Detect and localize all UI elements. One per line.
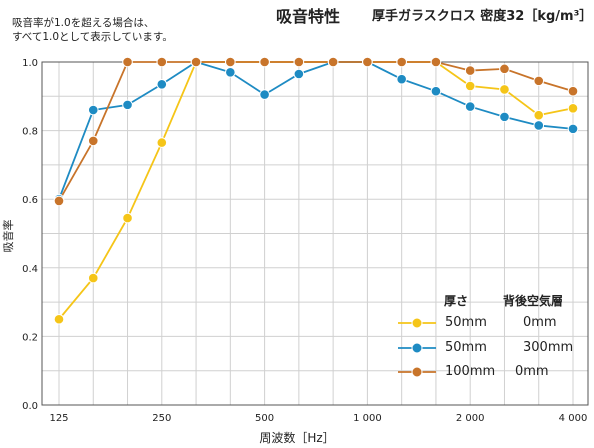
data-point-series-1 bbox=[53, 313, 65, 325]
data-point-series-3 bbox=[225, 56, 236, 68]
legend-air-layer-3: 0mm bbox=[515, 364, 549, 379]
x-tick-label: 4 000 bbox=[559, 413, 588, 424]
data-point-series-1 bbox=[87, 272, 99, 284]
data-point-series-3 bbox=[87, 135, 99, 147]
chart-subtitle: 厚手ガラスクロス 密度32［kg/m³］ bbox=[372, 9, 593, 24]
data-point-series-2 bbox=[430, 85, 442, 97]
legend-air-layer-2: 300mm bbox=[523, 340, 574, 355]
y-tick-label: 1.0 bbox=[22, 58, 38, 69]
legend-header-thickness: 厚さ bbox=[444, 294, 469, 308]
data-point-series-3 bbox=[499, 63, 510, 75]
x-axis-label: 周波数［Hz］ bbox=[259, 431, 335, 445]
legend-thickness-2: 50mm bbox=[445, 340, 487, 355]
data-point-series-1 bbox=[567, 103, 579, 114]
x-tick-label: 2 000 bbox=[456, 413, 485, 424]
data-point-series-1 bbox=[122, 212, 133, 224]
legend-header-air-layer: 背後空気層 bbox=[503, 294, 564, 308]
legend-marker-3 bbox=[411, 366, 423, 378]
data-point-series-2 bbox=[293, 68, 305, 80]
legend-thickness-3: 100mm bbox=[445, 364, 496, 379]
series-line-2 bbox=[58, 61, 574, 200]
x-tick-label: 500 bbox=[255, 413, 274, 424]
legend-marker-1 bbox=[411, 317, 423, 329]
series-line-3 bbox=[58, 61, 574, 202]
y-tick-label: 0.2 bbox=[22, 332, 38, 343]
data-point-series-1 bbox=[156, 137, 168, 148]
data-point-series-2 bbox=[396, 73, 407, 85]
data-point-series-2 bbox=[533, 120, 545, 131]
data-point-series-2 bbox=[122, 99, 133, 111]
y-tick-label: 0.6 bbox=[22, 195, 38, 206]
legend-marker-2 bbox=[411, 342, 423, 354]
chart-title: 吸音特性 bbox=[276, 7, 341, 26]
data-point-series-2 bbox=[225, 66, 236, 78]
legend-thickness-1: 50mm bbox=[445, 315, 487, 330]
x-tick-label: 125 bbox=[49, 413, 68, 424]
y-tick-label: 0.8 bbox=[22, 127, 38, 138]
y-tick-label: 0.4 bbox=[22, 264, 38, 275]
data-point-series-3 bbox=[464, 65, 476, 76]
note-line-2: すべて1.0として表示しています。 bbox=[12, 31, 173, 43]
data-point-series-3 bbox=[533, 75, 545, 87]
x-tick-label: 1 000 bbox=[353, 413, 382, 424]
data-point-series-3 bbox=[122, 56, 133, 68]
data-point-series-1 bbox=[464, 80, 476, 92]
data-point-series-2 bbox=[156, 78, 168, 90]
data-point-series-3 bbox=[259, 56, 270, 68]
data-point-series-3 bbox=[293, 56, 305, 68]
data-point-series-3 bbox=[430, 56, 442, 68]
data-point-series-1 bbox=[499, 84, 510, 95]
data-point-series-2 bbox=[464, 101, 476, 112]
data-point-series-3 bbox=[190, 56, 202, 68]
note-line-1: 吸音率が1.0を超える場合は、 bbox=[12, 17, 155, 29]
y-tick-label: 0.0 bbox=[22, 401, 38, 412]
data-point-series-3 bbox=[567, 85, 579, 97]
data-point-series-3 bbox=[53, 195, 65, 207]
data-point-series-1 bbox=[533, 109, 545, 121]
data-point-series-2 bbox=[499, 111, 510, 123]
data-point-series-3 bbox=[362, 56, 373, 68]
x-tick-label: 250 bbox=[152, 413, 171, 424]
y-axis-label: 吸音率 bbox=[2, 219, 15, 253]
data-point-series-2 bbox=[259, 89, 270, 100]
data-point-series-2 bbox=[567, 123, 579, 135]
data-point-series-3 bbox=[327, 56, 339, 68]
data-point-series-3 bbox=[396, 56, 407, 68]
legend-air-layer-1: 0mm bbox=[523, 315, 557, 330]
data-point-series-3 bbox=[156, 56, 168, 68]
data-point-series-2 bbox=[87, 104, 99, 116]
